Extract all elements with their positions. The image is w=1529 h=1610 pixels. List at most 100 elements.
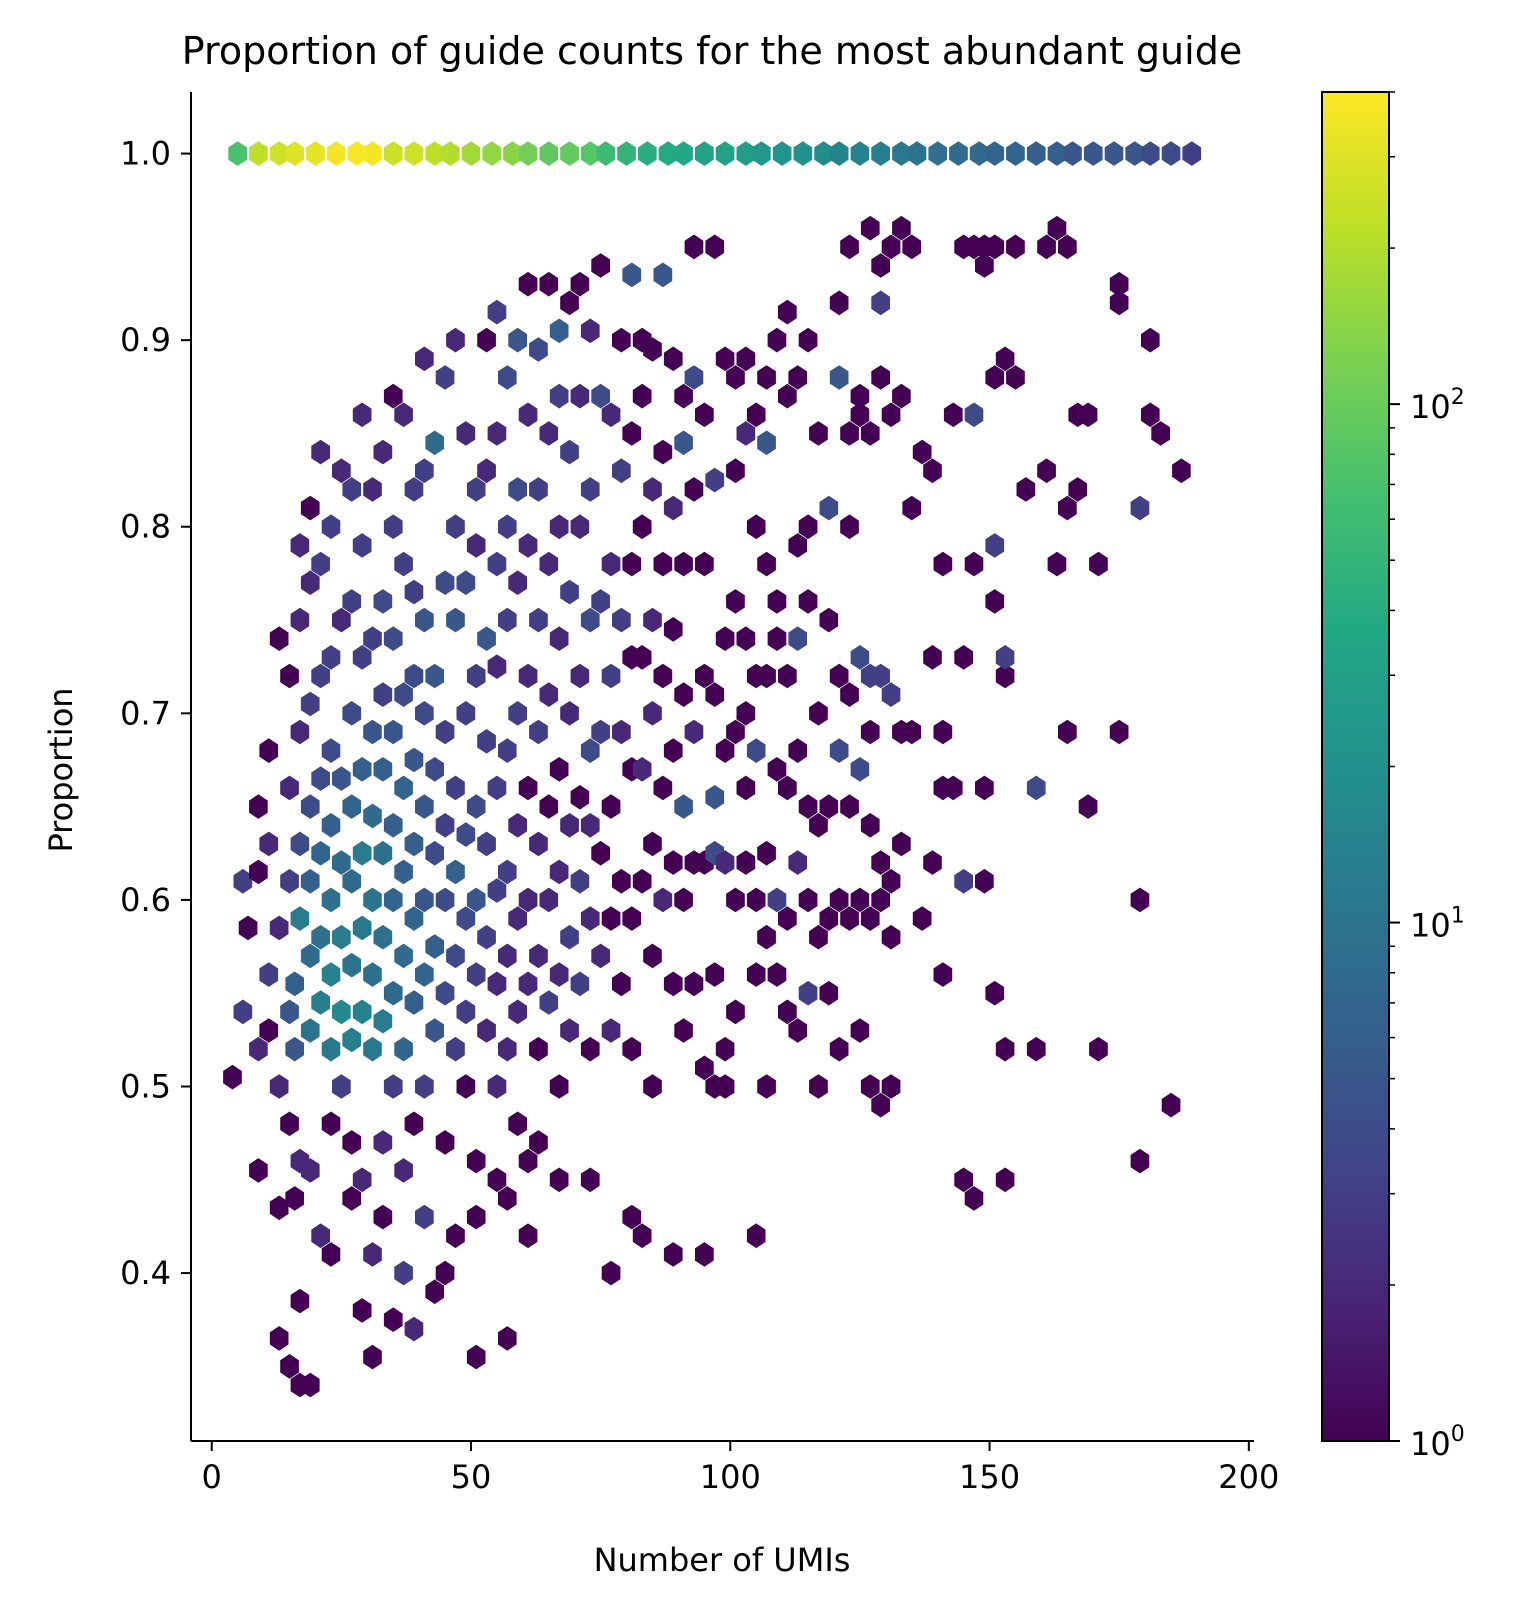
hexbin-cell <box>311 439 330 465</box>
hexbin-cell <box>300 1018 320 1043</box>
hexbin-cell <box>560 701 579 726</box>
hexbin-cell <box>819 607 839 633</box>
colorbar-tick-label: 101 <box>1410 904 1465 945</box>
hexbin-cell <box>518 402 538 428</box>
hexbin-cell <box>767 962 787 987</box>
hexbin-cell <box>964 551 984 577</box>
hexbin-cell <box>321 1036 341 1062</box>
hexbin-cell <box>332 924 351 950</box>
hexbin-cell <box>674 430 693 456</box>
hexbin-cell <box>508 999 527 1025</box>
hexbin-cell <box>394 551 413 577</box>
hexbin-cell <box>269 915 289 941</box>
hexbin-cell <box>332 766 351 791</box>
hexbin-cell <box>767 327 787 353</box>
hexbin-cell <box>487 1167 507 1193</box>
hexbin-cell <box>373 589 393 614</box>
hexbin-cell <box>404 990 424 1015</box>
hexbin-cell <box>352 915 372 941</box>
hexbin-cell <box>549 962 569 987</box>
axes <box>190 92 1254 1442</box>
hexbin-cell <box>446 859 465 885</box>
hexbin-cell <box>549 757 569 782</box>
hexbin-cell <box>1006 141 1025 166</box>
hexbin-cell <box>746 962 766 987</box>
hexbin-cell <box>477 626 496 651</box>
hexbin-cell <box>596 141 616 166</box>
hexbin-cell <box>415 346 434 372</box>
hexbin-cell <box>352 402 372 428</box>
hexbin-cell <box>539 271 559 297</box>
hexbin-cell <box>829 141 849 166</box>
hexbin-cell <box>933 719 953 745</box>
hexbin-cell <box>259 831 279 857</box>
hexbin-cell <box>321 1111 341 1137</box>
hexbin-cell <box>223 1064 242 1090</box>
hexbin-cell <box>508 477 527 502</box>
hexbin-cell <box>923 645 942 670</box>
hexbin-cell <box>1161 141 1181 166</box>
hexbin-cell <box>435 365 455 390</box>
hexbin-cell <box>508 327 527 353</box>
hexbin-cell <box>850 757 870 782</box>
hexbin-cell <box>373 1008 393 1034</box>
hexbin-cell <box>269 141 289 166</box>
chart-title: Proportion of guide counts for the most … <box>182 29 1242 73</box>
hexbin-cell <box>466 887 486 913</box>
hexbin-cell <box>425 840 444 866</box>
hexbin-cell <box>715 1036 735 1062</box>
hexbin-cell <box>601 551 621 577</box>
hexbin-cell <box>591 253 610 278</box>
hexbin-cell <box>518 971 538 997</box>
hexbin-cell <box>736 346 756 372</box>
hexbin-cell <box>487 1074 507 1099</box>
hexbin-cell <box>622 906 642 931</box>
hexbin-cell <box>1058 719 1077 745</box>
hexbin-cell <box>311 840 330 866</box>
hexbin-cell <box>435 813 455 838</box>
hexbin-cell <box>560 813 579 838</box>
hexbin-cell <box>321 962 341 987</box>
hexbin-cell <box>404 1316 424 1342</box>
hexbin-cell <box>404 1111 424 1137</box>
hexbin-cell <box>871 887 890 913</box>
hexbin-cell <box>695 551 714 577</box>
hexbin-cell <box>456 822 476 847</box>
hexbin-cell <box>425 430 444 456</box>
hexbin-cell <box>300 868 320 894</box>
hexbin-cell <box>1026 775 1046 801</box>
hexbin-cell <box>549 859 569 885</box>
hexbin-cell <box>529 831 548 857</box>
hexbin-cell <box>363 626 382 651</box>
hexbin-cell <box>383 980 403 1006</box>
hexbin-cell <box>1037 458 1056 484</box>
hexbin-cell <box>622 262 642 288</box>
hexbin-cell <box>321 813 341 838</box>
x-tick-label: 0 <box>202 1458 222 1496</box>
hexbin-cell <box>487 421 507 446</box>
hexbin-cell <box>1047 141 1067 166</box>
hexbin-cell <box>674 141 693 166</box>
hexbin-cell <box>321 645 341 670</box>
hexbin-cell <box>871 365 890 390</box>
hexbin-cell <box>767 887 787 913</box>
hexbin-cell <box>549 1074 569 1099</box>
hexbin-cell <box>539 794 559 819</box>
hexbin-cell <box>860 719 880 745</box>
hexbin-cell <box>975 868 994 894</box>
hexbin-cell <box>508 701 527 726</box>
hexbin-cell <box>814 141 833 166</box>
hexbin-cell <box>363 1036 382 1062</box>
hexbin-cell <box>487 299 507 325</box>
hexbin-cell <box>456 701 476 726</box>
hexbin-cell <box>394 859 413 885</box>
hexbin-cell <box>342 1130 362 1155</box>
hexbin-cell <box>995 1167 1015 1193</box>
hexbin-cell <box>809 421 828 446</box>
hexbin-cell <box>549 318 569 344</box>
hexbin-cell <box>892 831 911 857</box>
hexbin-cell <box>943 402 963 428</box>
hexbin-cell <box>907 141 927 166</box>
hexbin-cell <box>752 141 771 166</box>
